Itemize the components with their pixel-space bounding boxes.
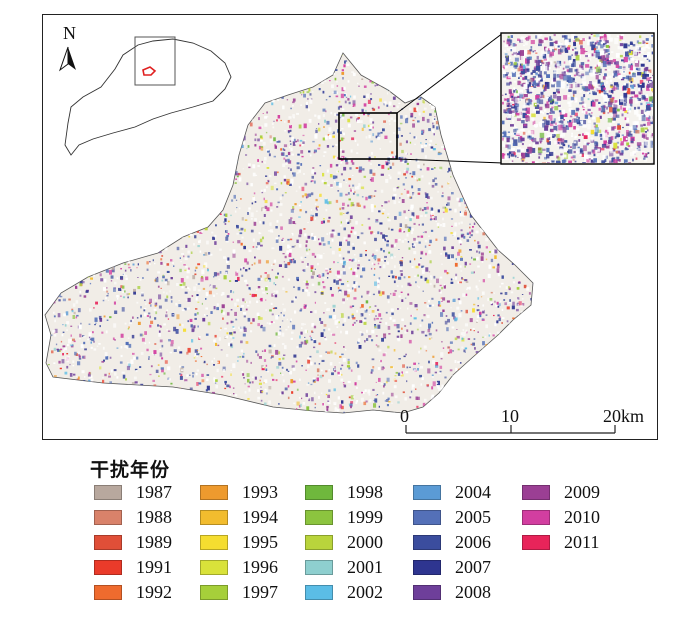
legend-swatch [94,534,122,550]
scale-tick-10: 10 [501,406,519,426]
scale-tick-0: 0 [400,406,409,426]
zoom-connector-bottom [396,158,504,164]
legend-item-2004: 2004 [413,480,491,504]
legend-label: 1991 [136,556,172,577]
legend-item-2002: 2002 [305,580,383,604]
legend-item-1997: 1997 [200,580,278,604]
study-area-outline [44,52,534,414]
legend-label: 1998 [347,481,383,502]
legend-swatch [413,509,441,525]
legend-label: 2000 [347,531,383,552]
legend-item-1991: 1991 [94,555,172,579]
legend-item-1996: 1996 [200,555,278,579]
legend-item-2005: 2005 [413,505,491,529]
legend-item-2000: 2000 [305,530,383,554]
legend-swatch [200,559,228,575]
legend-label: 2008 [455,581,491,602]
legend-item-1987: 1987 [94,480,172,504]
north-arrow-icon [58,46,76,72]
legend-label: 1993 [242,481,278,502]
legend-item-1992: 1992 [94,580,172,604]
scale-tick-20: 20km [603,406,645,426]
legend-item-2006: 2006 [413,530,491,554]
legend-swatch [522,484,550,500]
legend-item-2010: 2010 [522,505,600,529]
legend-label: 2010 [564,506,600,527]
legend-label: 2009 [564,481,600,502]
legend-label: 1988 [136,506,172,527]
legend-swatch [413,534,441,550]
north-label: N [63,23,76,43]
legend-swatch [413,584,441,600]
legend-label: 1989 [136,531,172,552]
legend-swatch [305,509,333,525]
legend-label: 2002 [347,581,383,602]
map-canvas [44,32,655,434]
legend-item-1994: 1994 [200,505,278,529]
legend-swatch [200,584,228,600]
zoom-extent-box [338,112,398,160]
legend-item-1999: 1999 [305,505,383,529]
legend-label: 2005 [455,506,491,527]
legend-item-2007: 2007 [413,555,491,579]
legend-label: 2006 [455,531,491,552]
legend-swatch [305,484,333,500]
legend-item-2011: 2011 [522,530,599,554]
legend-item-1995: 1995 [200,530,278,554]
legend-label: 1996 [242,556,278,577]
legend-item-1988: 1988 [94,505,172,529]
legend-item-1998: 1998 [305,480,383,504]
province-outline [64,38,232,156]
legend-label: 2011 [564,531,600,552]
legend-item-2008: 2008 [413,580,491,604]
legend-label: 1999 [347,506,383,527]
legend-swatch [200,509,228,525]
legend-swatch [522,509,550,525]
legend-label: 1994 [242,506,278,527]
zoom-inset [500,32,655,165]
legend-swatch [200,484,228,500]
legend-swatch [305,534,333,550]
legend-swatch [94,484,122,500]
legend-swatch [200,534,228,550]
legend-item-2009: 2009 [522,480,600,504]
legend-title: 干扰年份 [90,459,171,481]
scale-bar [405,425,616,434]
legend-swatch [305,584,333,600]
legend-swatch [413,559,441,575]
locator-map [64,36,232,156]
legend-item-1993: 1993 [200,480,278,504]
legend-label: 1997 [242,581,278,602]
legend-swatch [305,559,333,575]
legend-swatch [413,484,441,500]
locator-extent-box [134,36,176,86]
legend-swatch [522,534,550,550]
study-area-locator [142,66,157,76]
legend-label: 2004 [455,481,491,502]
legend-label: 1992 [136,581,172,602]
legend-swatch [94,584,122,600]
legend-swatch [94,509,122,525]
legend-item-2001: 2001 [305,555,383,579]
legend-swatch [94,559,122,575]
legend-label: 2001 [347,556,383,577]
legend-label: 1995 [242,531,278,552]
legend-item-1989: 1989 [94,530,172,554]
legend-label: 2007 [455,556,491,577]
legend-label: 1987 [136,481,172,502]
map-frame: N 0 10 20km [42,14,658,440]
zoom-connector-top [396,32,504,114]
